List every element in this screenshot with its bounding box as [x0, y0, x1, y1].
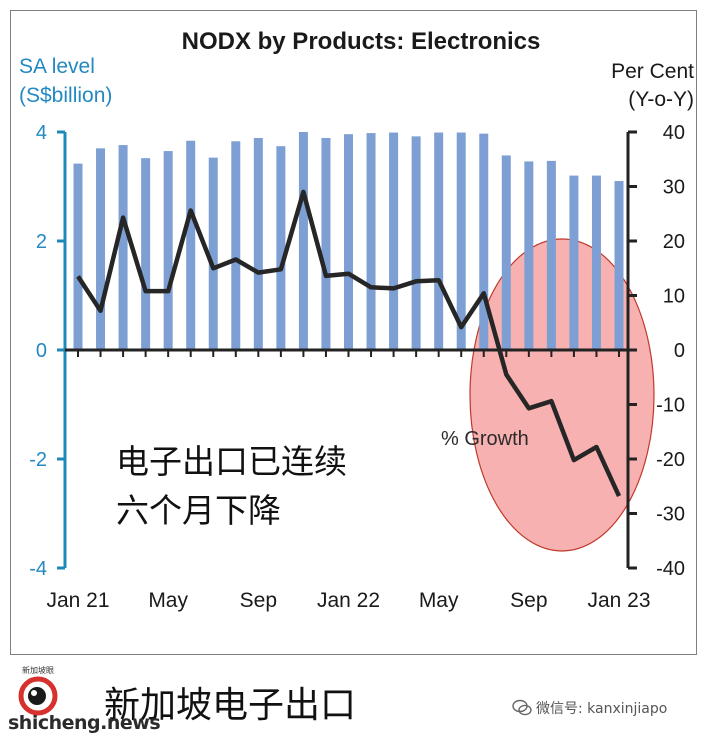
bar-jun-22: [456, 132, 466, 350]
bar-jan-23: [614, 181, 624, 350]
footer-wechat: 微信号: kanxinjiapo: [512, 698, 667, 718]
bar-aug-22: [501, 155, 511, 350]
x-tick-label: Sep: [240, 589, 277, 612]
left-axis-label-line1: SA level: [19, 55, 95, 78]
wechat-icon: [512, 699, 532, 716]
bar-feb-21: [96, 148, 106, 350]
right-tick-label: 40: [663, 122, 685, 144]
x-tick-label: May: [148, 589, 188, 612]
bar-may-22: [434, 132, 444, 350]
right-tick-label: -10: [656, 395, 685, 417]
left-tick-label: -2: [29, 449, 47, 471]
right-tick-label: -40: [656, 558, 685, 580]
bar-jul-22: [479, 133, 489, 350]
bar-oct-22: [546, 160, 556, 350]
bar-apr-22: [411, 136, 421, 350]
left-tick-label: 2: [36, 231, 47, 253]
bar-feb-22: [366, 133, 376, 350]
bar-jan-22: [344, 134, 353, 350]
bar-nov-22: [569, 175, 579, 350]
growth-series-label: % Growth: [441, 428, 529, 450]
right-tick-label: 0: [674, 340, 685, 362]
left-axis-label-line2: (S$billion): [19, 84, 112, 107]
right-tick-label: 10: [663, 286, 685, 308]
decline-highlight-ellipse: [469, 238, 655, 552]
chart-frame: NODX by Products: Electronics SA level (…: [10, 10, 697, 655]
x-tick-label: Jan 21: [46, 589, 109, 612]
left-tick-label: 0: [36, 340, 47, 362]
chart: NODX by Products: Electronics SA level (…: [19, 28, 694, 612]
shicheng-logo-icon: 新加坡眼: [18, 665, 58, 716]
x-tick-label: May: [419, 589, 459, 612]
right-tick-label: 30: [663, 177, 685, 199]
right-tick-label: -30: [656, 504, 685, 526]
footer-site-name: shicheng.news: [8, 712, 161, 734]
bar-may-21: [163, 151, 173, 350]
bar-apr-21: [141, 158, 151, 350]
bar-jun-21: [186, 140, 196, 350]
footer-title: 新加坡电子出口: [104, 685, 357, 726]
annotation-note-line2: 六个月下降: [116, 491, 281, 530]
left-tick-label: -4: [29, 558, 47, 580]
x-tick-label: Jan 22: [317, 589, 380, 612]
right-tick-label: 20: [663, 231, 685, 253]
x-tick-label: Jan 23: [587, 589, 650, 612]
bar-jan-21: [73, 163, 83, 350]
annotation-note-line1: 电子出口已连续: [116, 442, 347, 481]
bar-dec-21: [321, 137, 331, 350]
right-axis-label-line2: (Y-o-Y): [628, 88, 694, 111]
x-tick-label: Sep: [510, 589, 547, 612]
bar-sep-21: [253, 137, 263, 350]
chart-title: NODX by Products: Electronics: [182, 28, 541, 55]
right-tick-label: -20: [656, 449, 685, 471]
wechat-id: 微信号: kanxinjiapo: [536, 701, 668, 717]
bar-oct-21: [276, 146, 286, 350]
bar-sep-22: [524, 161, 534, 350]
bar-aug-21: [231, 141, 241, 350]
bar-dec-22: [591, 175, 601, 350]
logo-text: 新加坡眼: [22, 665, 54, 675]
bar-jul-21: [208, 157, 218, 350]
left-tick-label: 4: [36, 122, 47, 144]
bar-mar-21: [118, 145, 128, 350]
growth-series-line: [76, 189, 622, 498]
bar-mar-22: [389, 132, 399, 350]
right-axis-label-line1: Per Cent: [611, 60, 694, 83]
bar-nov-21: [298, 132, 308, 350]
